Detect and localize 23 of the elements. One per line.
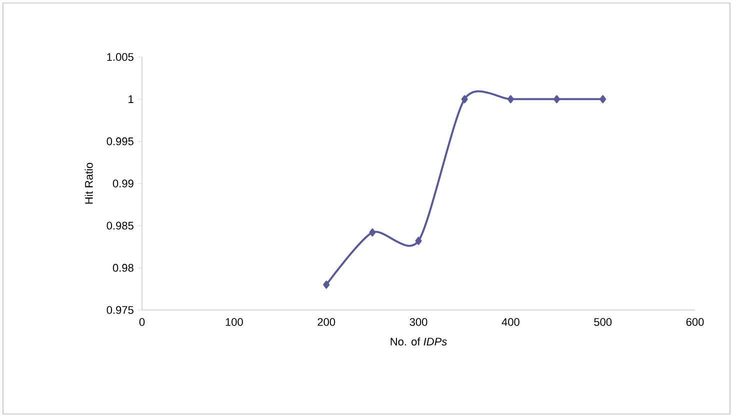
y-tick-label: 1 [128,95,134,103]
y-axis-title: Hit Ratio [84,162,93,204]
y-tick-label: 0.98 [112,264,134,272]
point [369,228,376,236]
point [507,95,514,104]
point [461,95,468,104]
x-tick-label: 100 [226,318,243,326]
y-tick-label: 1.005 [107,53,134,61]
y-tick-label: 0.995 [106,137,134,146]
x-tick-label: 600 [686,318,704,326]
point [600,95,606,104]
y-tick-label: 0.975 [106,306,134,314]
point [415,236,422,245]
x-tick-label: 200 [318,318,336,326]
x-tick-label: 500 [594,318,612,326]
y-tick-label: 0.99 [112,180,134,188]
x-tick-label: 300 [410,318,428,326]
y-tick-label: 0.985 [106,222,134,230]
x-tick-label: 400 [502,318,520,326]
x-axis-title: No. of IDPs [390,337,447,346]
point [554,95,560,104]
x-tick-label: 0 [139,318,145,326]
point [323,280,330,289]
